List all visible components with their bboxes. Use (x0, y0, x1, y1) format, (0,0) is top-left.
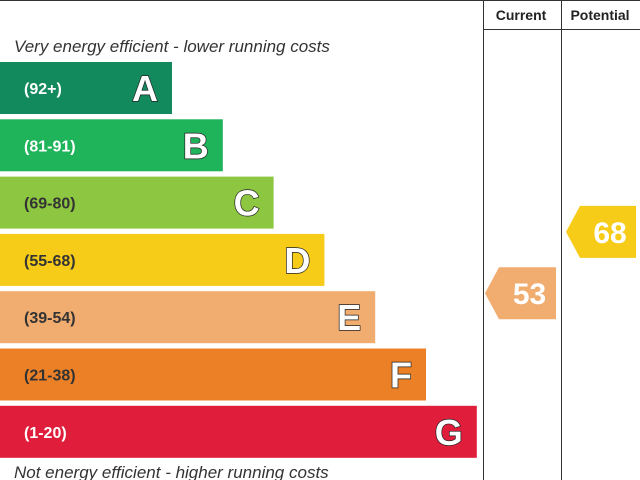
band-f-letter: F (390, 355, 412, 396)
band-c-bar (0, 176, 274, 229)
band-b-range: (81-91) (24, 138, 76, 155)
band-b-bar (0, 119, 223, 172)
band-f-bar (0, 348, 426, 401)
rating-indicators: 53 68 (485, 205, 636, 320)
potential-rating-arrow (566, 205, 636, 258)
band-g-range: (1-20) (24, 425, 67, 442)
band-g-letter: G (435, 412, 463, 453)
band-a-letter: A (132, 68, 158, 109)
band-a-bar (0, 62, 172, 114)
band-b-letter: B (183, 125, 209, 166)
current-column-header: Current (496, 7, 547, 23)
band-g-bar (0, 405, 477, 458)
current-rating-arrow (485, 267, 556, 320)
current-rating-value: 53 (513, 278, 546, 311)
band-a-range: (92+) (24, 81, 62, 98)
rating-bands: (92+) A (81-91) B (69-80) C (55-68) D (39-54) E (2… (0, 62, 477, 458)
top-caption: Very energy efficient - lower running co… (14, 37, 330, 56)
band-f-range: (21-38) (24, 368, 76, 385)
bottom-caption: Not energy efficient - higher running co… (14, 463, 329, 480)
band-e-letter: E (337, 297, 361, 338)
band-c-range: (69-80) (24, 196, 76, 213)
band-c-letter: C (234, 183, 260, 224)
band-d-letter: D (284, 240, 310, 281)
potential-column-header: Potential (570, 7, 629, 23)
band-d-bar (0, 233, 325, 286)
band-d-range: (55-68) (24, 253, 76, 270)
potential-rating-value: 68 (593, 217, 626, 250)
band-e-bar (0, 291, 376, 344)
band-e-range: (39-54) (24, 310, 76, 327)
